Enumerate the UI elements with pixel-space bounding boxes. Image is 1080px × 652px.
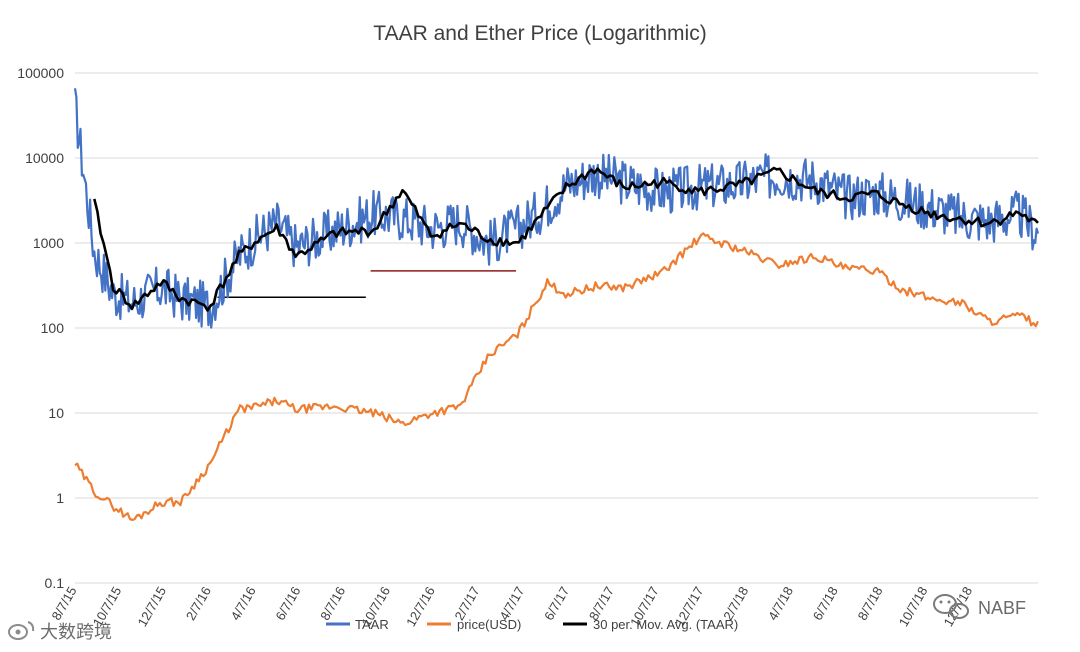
annotations bbox=[217, 270, 517, 299]
legend: TAAR price(USD) 30 per. Mov. Avg. (TAAR) bbox=[326, 617, 738, 632]
series-line-price bbox=[74, 232, 1039, 521]
x-tick-label: 12/7/15 bbox=[134, 584, 169, 629]
legend-label-price: price(USD) bbox=[457, 617, 521, 632]
x-tick-label: 4/7/16 bbox=[228, 584, 259, 623]
y-axis-ticks: 100000 10000 1000 100 10 1 0.1 bbox=[17, 65, 64, 591]
y-tick-label: 100000 bbox=[17, 65, 64, 81]
watermark-left: 大数跨境 bbox=[8, 621, 112, 642]
legend-label-moving-average: 30 per. Mov. Avg. (TAAR) bbox=[593, 617, 738, 632]
y-tick-label: 1000 bbox=[33, 235, 64, 251]
y-tick-label: 100 bbox=[41, 320, 65, 336]
y-tick-label: 0.1 bbox=[45, 575, 65, 591]
x-tick-label: 12/7/18 bbox=[941, 584, 976, 629]
legend-entry-taar: TAAR bbox=[326, 617, 389, 632]
watermark-left-text: 大数跨境 bbox=[40, 622, 112, 642]
x-tick-label: 10/7/18 bbox=[896, 584, 931, 629]
x-tick-label: 4/7/18 bbox=[765, 584, 796, 623]
x-tick-label: 12/7/16 bbox=[403, 584, 438, 629]
x-tick-label: 6/7/16 bbox=[272, 584, 303, 623]
x-tick-label: 8/7/18 bbox=[855, 584, 886, 623]
gridlines bbox=[75, 72, 1038, 584]
legend-label-taar: TAAR bbox=[355, 617, 389, 632]
x-tick-label: 6/7/17 bbox=[541, 584, 572, 623]
x-tick-label: 8/7/16 bbox=[317, 584, 348, 623]
x-tick-label: 2/7/16 bbox=[183, 584, 214, 623]
series-line-moving-average bbox=[93, 166, 1039, 312]
chart-title: TAAR and Ether Price (Logarithmic) bbox=[373, 22, 706, 45]
wechat-icon bbox=[933, 594, 969, 619]
weibo-icon bbox=[8, 621, 35, 640]
watermark-right: NABF bbox=[933, 594, 1026, 619]
watermark-right-text: NABF bbox=[978, 598, 1026, 618]
legend-entry-price: price(USD) bbox=[427, 617, 521, 632]
legend-entry-moving-average: 30 per. Mov. Avg. (TAAR) bbox=[563, 617, 738, 632]
y-tick-label: 10 bbox=[48, 405, 64, 421]
x-tick-label: 6/7/18 bbox=[810, 584, 841, 623]
y-tick-label: 10000 bbox=[25, 150, 64, 166]
y-tick-label: 1 bbox=[56, 490, 64, 506]
series-lines bbox=[73, 88, 1040, 521]
series-line-taar bbox=[73, 88, 1040, 329]
